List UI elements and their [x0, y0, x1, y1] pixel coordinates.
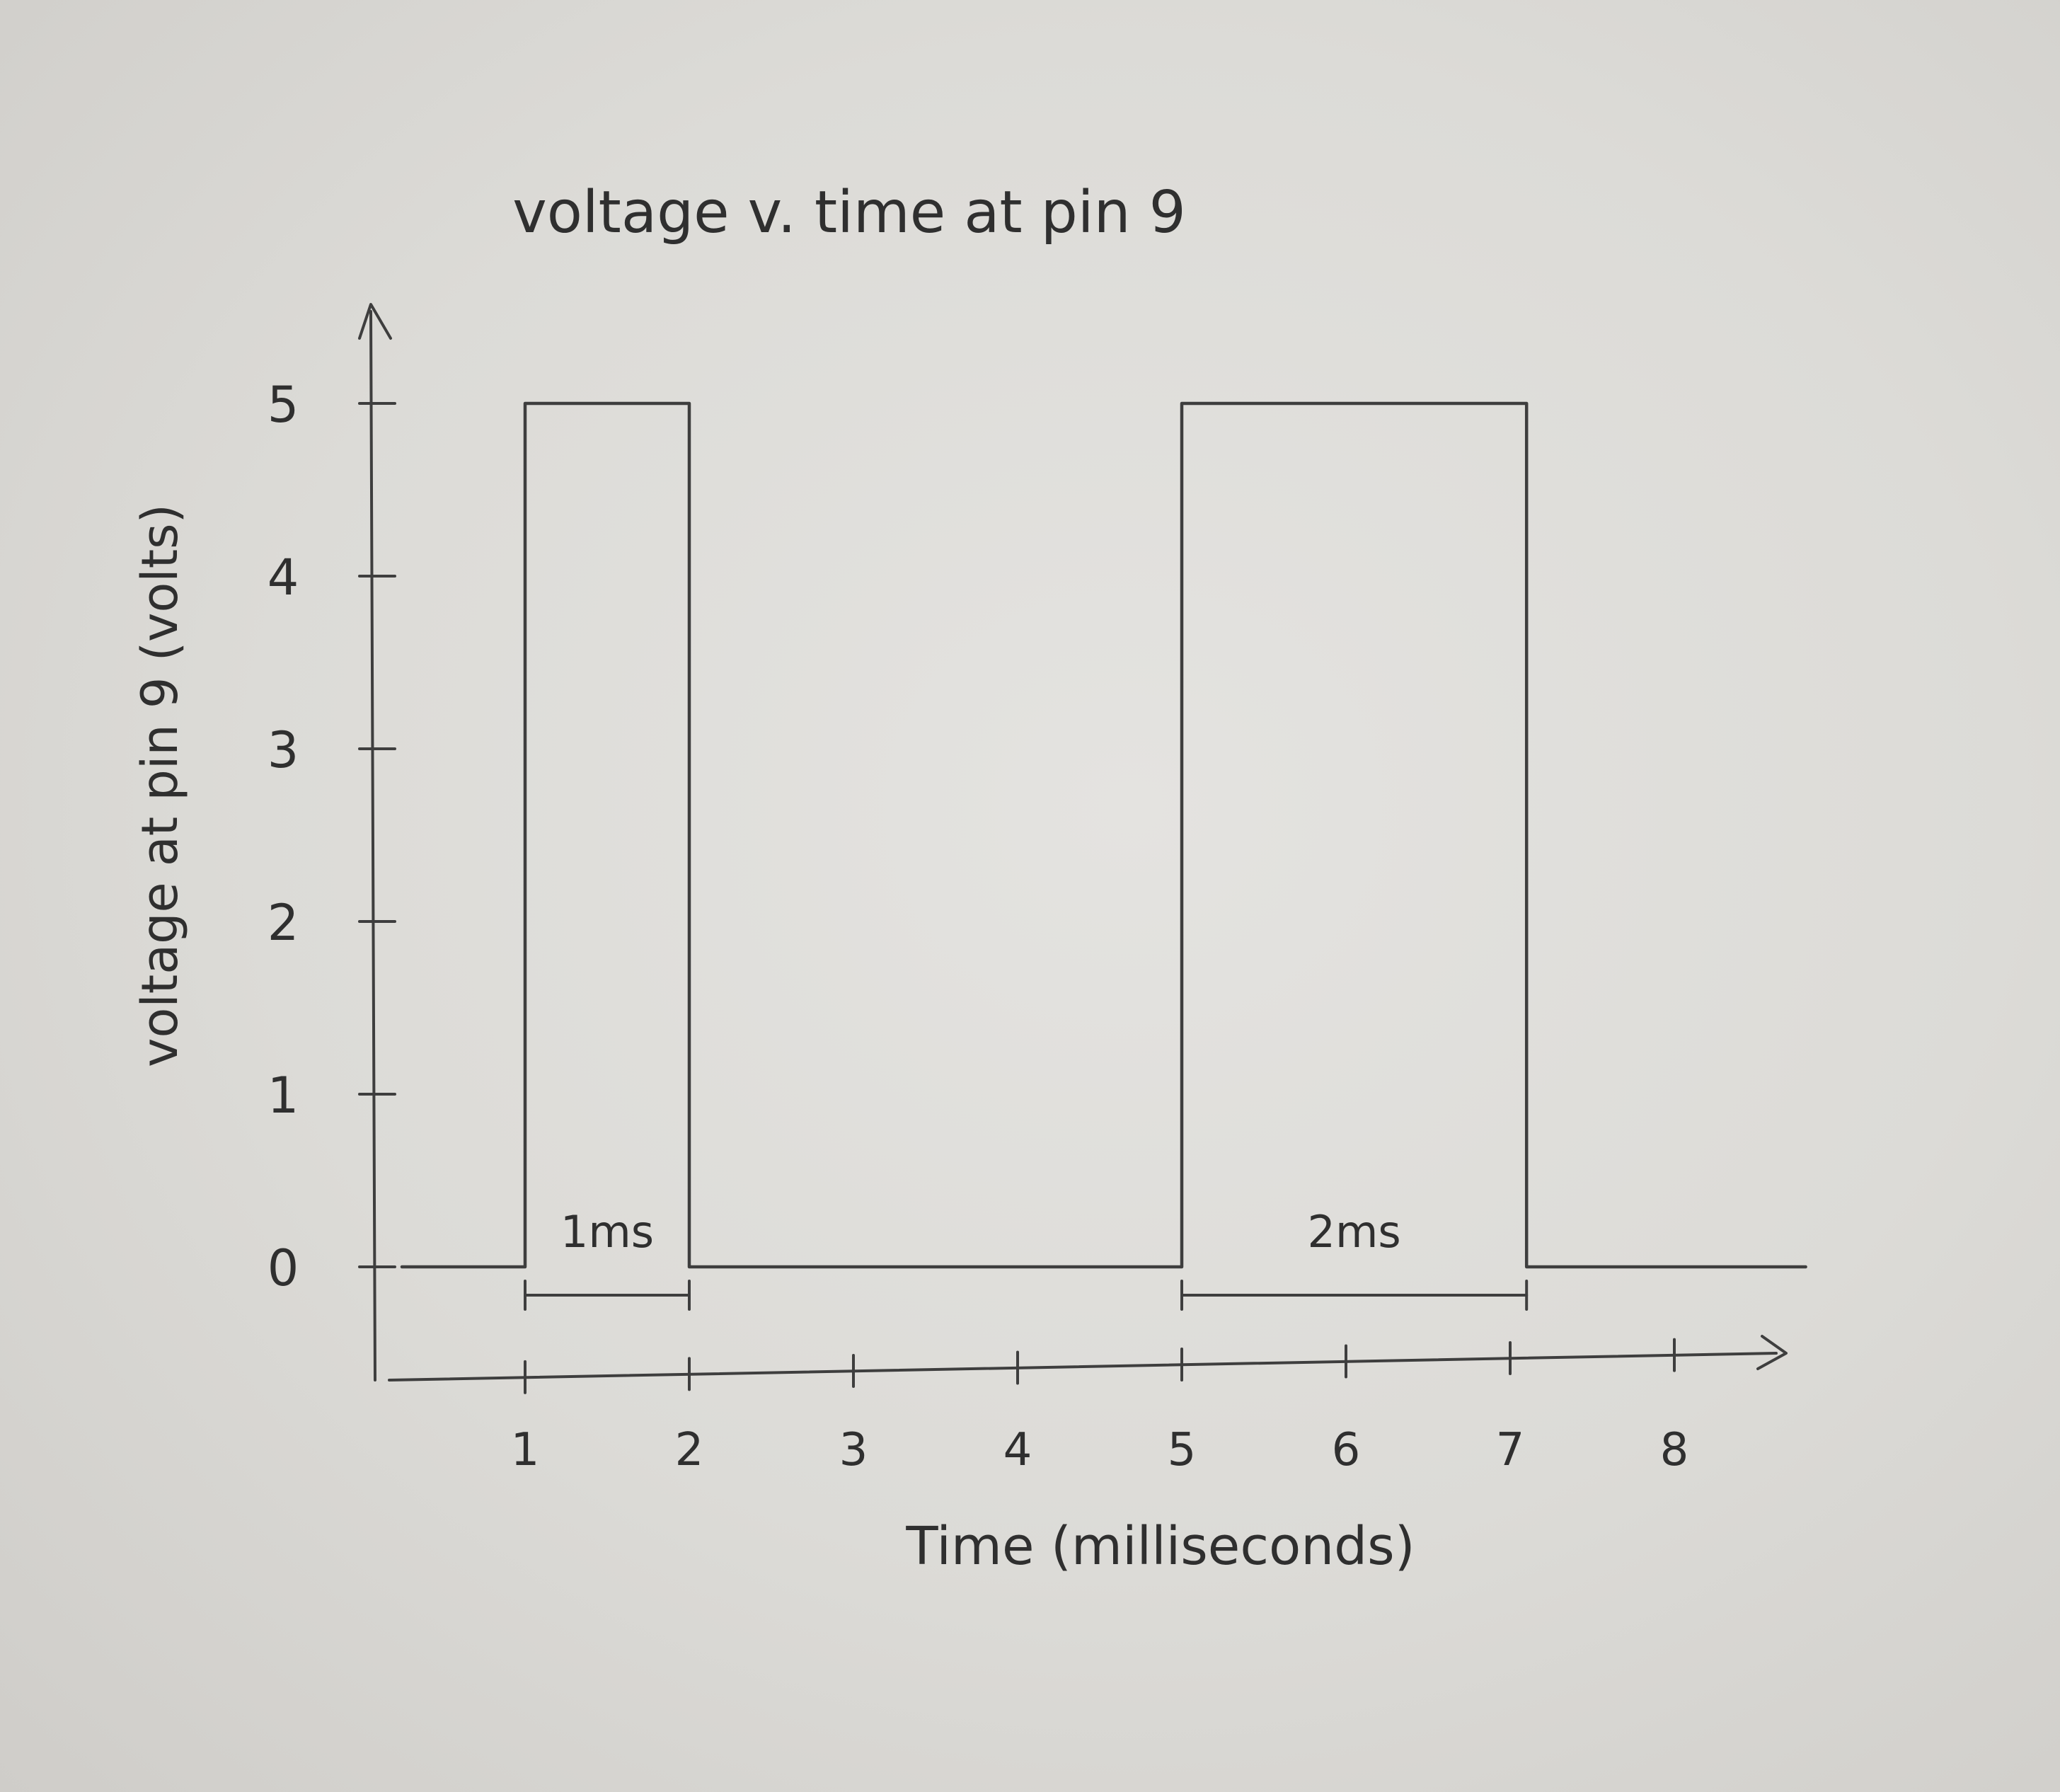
- y-tick-label: 4: [267, 548, 299, 607]
- x-tick-label: 2: [675, 1424, 704, 1476]
- tick-group: 0 1 2 3 4 5 1 2 3 4 5 6 7 8: [267, 376, 1689, 1476]
- y-axis-arrowhead: [358, 303, 392, 340]
- waveform-group: [400, 401, 1807, 1269]
- x-tick-label: 6: [1332, 1424, 1361, 1476]
- y-axis-label: voltage at pin 9 (volts): [131, 504, 189, 1067]
- x-axis-line: [388, 1352, 1778, 1382]
- x-axis-arrowhead: [1756, 1335, 1788, 1370]
- y-tick-label: 3: [267, 721, 299, 779]
- y-axis-line: [369, 310, 376, 1382]
- duration-label: 2ms: [1308, 1206, 1401, 1258]
- y-tick-label: 0: [267, 1239, 299, 1297]
- x-tick-label: 5: [1168, 1424, 1197, 1476]
- y-tick-label: 5: [267, 376, 299, 434]
- y-tick-label: 1: [267, 1067, 299, 1125]
- duration-label: 1ms: [560, 1206, 654, 1258]
- x-tick-label: 1: [511, 1424, 540, 1476]
- waveform-series: [400, 401, 1807, 1269]
- x-tick-label: 8: [1660, 1424, 1689, 1476]
- x-axis-label: Time (milliseconds): [905, 1516, 1415, 1577]
- annotation-group: 1ms 2ms: [524, 1206, 1529, 1311]
- chart-axes: [358, 303, 1788, 1382]
- x-tick-label: 3: [839, 1424, 868, 1476]
- y-tick-label: 2: [267, 894, 299, 952]
- chart-title: voltage v. time at pin 9: [512, 179, 1186, 246]
- x-tick-label: 4: [1003, 1424, 1032, 1476]
- x-tick-label: 7: [1496, 1424, 1525, 1476]
